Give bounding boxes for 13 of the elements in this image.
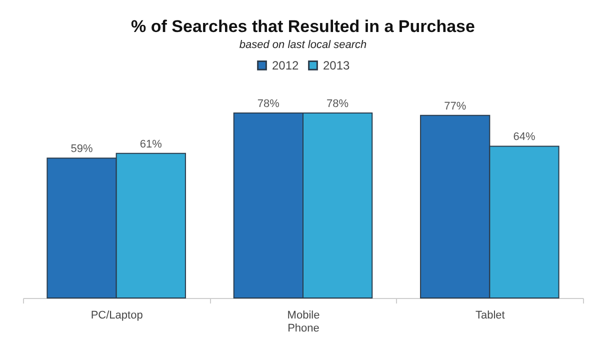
x-tick-label: PC/Laptop — [90, 310, 143, 322]
x-tick-label: Tablet — [475, 310, 505, 322]
data-label: 78% — [257, 98, 280, 110]
x-tick-label: Mobile Phone — [287, 310, 320, 334]
data-label: 77% — [444, 100, 466, 112]
data-label: 61% — [140, 138, 162, 150]
chart-title: % of Searches that Resulted in a Purchase — [131, 17, 475, 36]
chart-subtitle: based on last local search — [239, 39, 367, 51]
data-label: 78% — [326, 98, 349, 110]
data-label: 59% — [70, 143, 93, 156]
data-label: 64% — [513, 131, 536, 144]
legend-label: 2012 — [272, 58, 300, 72]
legend-label: 2013 — [323, 58, 350, 72]
